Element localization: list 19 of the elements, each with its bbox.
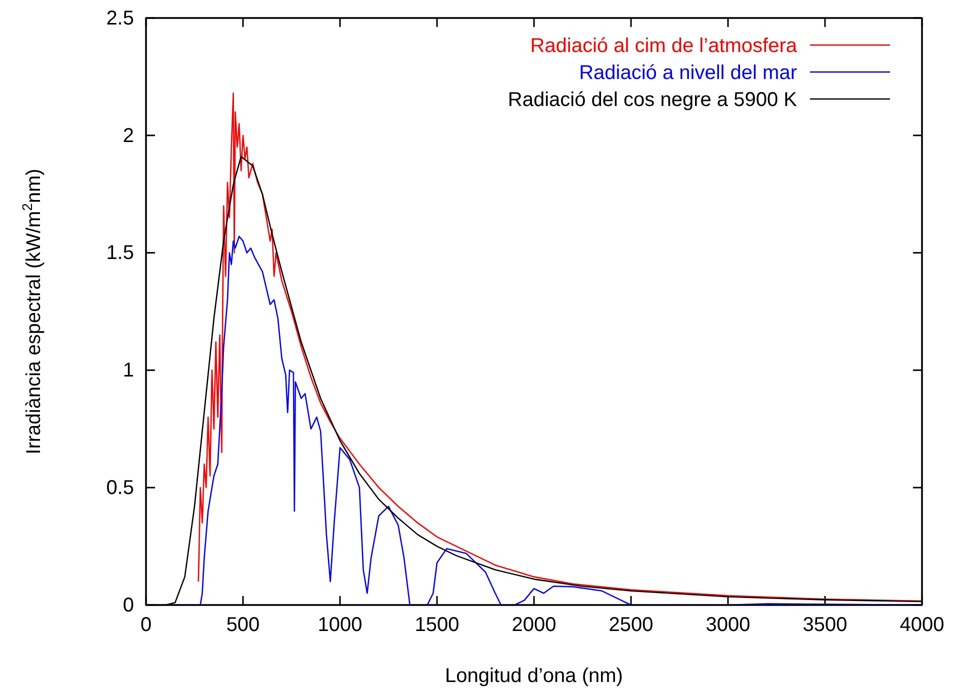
x-tick-label: 2500 bbox=[608, 614, 654, 636]
legend-label: Radiació al cim de l’atmosfera bbox=[530, 35, 798, 57]
legend-label: Radiació a nivell del mar bbox=[579, 62, 798, 84]
x-tick-label: 500 bbox=[226, 614, 260, 636]
x-tick-label: 3500 bbox=[802, 614, 848, 636]
y-tick-label: 0.5 bbox=[106, 477, 134, 499]
y-tick-label: 1 bbox=[122, 360, 134, 382]
x-tick-label: 3000 bbox=[706, 614, 750, 636]
y-tick-label: 2.5 bbox=[106, 7, 134, 30]
x-tick-label: 4000 bbox=[900, 614, 944, 636]
x-tick-label: 0 bbox=[140, 614, 152, 636]
x-axis-title: Longitud d’ona (nm) bbox=[445, 665, 623, 687]
y-tick-label: 1.5 bbox=[106, 242, 134, 264]
x-tick-label: 1500 bbox=[414, 614, 460, 636]
y-tick-label: 0 bbox=[122, 594, 134, 616]
x-tick-label: 2000 bbox=[512, 614, 556, 636]
x-tick-label: 1000 bbox=[318, 614, 362, 636]
legend-label: Radiació del cos negre a 5900 K bbox=[508, 89, 798, 111]
y-tick-label: 2 bbox=[122, 124, 134, 147]
